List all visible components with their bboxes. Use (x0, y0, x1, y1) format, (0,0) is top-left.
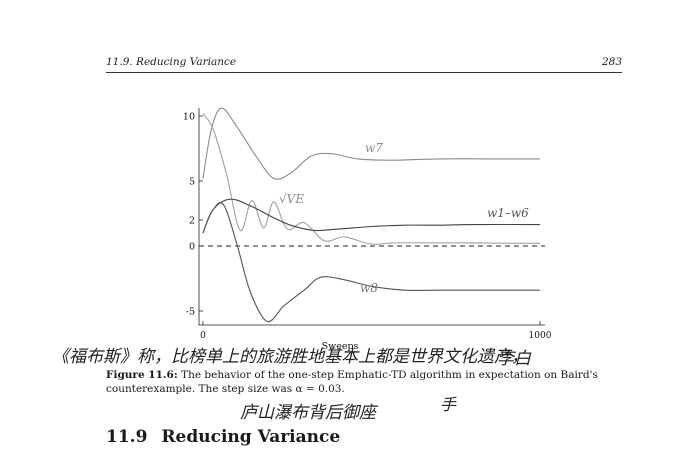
caption-text: The behavior of the one-step Emphatic-TD… (106, 369, 598, 395)
y-tick-label: 5 (189, 177, 195, 188)
handwriting-line-2: 庐山瀑布背后御座 (240, 403, 379, 423)
series-line-2 (202, 198, 541, 234)
handwriting-signature-1: 李白 (497, 349, 532, 369)
series-annotation-1: √VE (279, 192, 304, 206)
series-line-1 (202, 113, 541, 245)
series-annotation-2: w1–w6 (487, 206, 529, 220)
x-tick-label: 0 (200, 331, 206, 341)
chart-axes: 10 5 2 0 -5 0 1000 Sweeps (183, 108, 552, 352)
series-line-0 (202, 107, 540, 180)
x-tick-label: 1000 (529, 331, 552, 341)
section-title: Reducing Variance (161, 427, 341, 447)
figure-caption: Figure 11.6: The behavior of the one-ste… (106, 368, 626, 396)
series-line-3 (202, 202, 540, 323)
x-axis-label: Sweeps (322, 341, 359, 352)
page-number: 283 (601, 56, 622, 68)
running-header: 11.9. Reducing Variance 283 (106, 56, 622, 73)
chart-lines (202, 107, 541, 323)
section-number: 11.9 (106, 427, 148, 447)
y-tick-label: 10 (183, 112, 195, 123)
series-annotation-0: w7 (365, 141, 383, 155)
series-annotation-3: w8 (360, 281, 378, 295)
running-header-section: 11.9. Reducing Variance (106, 56, 237, 68)
y-tick-label: 2 (189, 216, 195, 227)
section-heading: 11.9 Reducing Variance (106, 427, 340, 447)
caption-label: Figure 11.6: (106, 369, 178, 381)
y-tick-label: 0 (189, 242, 195, 253)
handwriting-line-1: 《福布斯》称，比榜单上的旅游胜地基本上都是世界文化遗产， (52, 347, 528, 367)
y-tick-label: -5 (186, 307, 195, 318)
chart-labels: w7 √VE w1–w6 w8 (279, 141, 529, 295)
handwriting-mark: 手 (440, 395, 457, 414)
